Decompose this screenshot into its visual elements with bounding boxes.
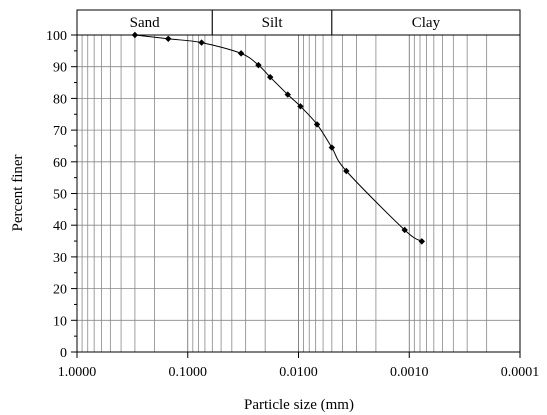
x-tick-label: 0.0010 <box>390 365 429 380</box>
y-tick-label: 30 <box>53 251 67 266</box>
x-tick-label: 1.0000 <box>58 365 97 380</box>
data-point <box>328 144 336 151</box>
axes-group: 0 10 20 30 40 50 60 70 80 90 100 1.0000 0.1000 0.0100… <box>46 29 539 380</box>
data-point <box>343 167 350 175</box>
data-point <box>401 226 408 234</box>
band-label: Silt <box>262 15 284 31</box>
y-tick-label: 70 <box>53 124 67 139</box>
band-box <box>211 9 333 36</box>
y-tick-label: 50 <box>53 188 67 203</box>
data-point <box>165 35 172 43</box>
band-label: Sand <box>130 15 161 31</box>
x-tick-label: 0.0100 <box>279 365 318 380</box>
data-point <box>418 238 426 245</box>
y-tick-label: 10 <box>53 314 67 329</box>
y-tick-label: 100 <box>46 29 67 44</box>
data-point <box>284 91 291 98</box>
data-point <box>255 61 262 69</box>
x-axis-title: Particle size (mm) <box>244 397 354 413</box>
y-tick-label: 90 <box>53 61 67 76</box>
data-point <box>237 50 245 57</box>
data-group <box>131 31 426 245</box>
y-axis-title: Percent finer <box>10 154 26 231</box>
y-tick-label: 80 <box>53 92 67 107</box>
x-tick-label: 0.1000 <box>169 365 208 380</box>
y-tick-label: 20 <box>53 283 67 298</box>
y-tick-label: 40 <box>53 219 67 234</box>
data-point <box>297 103 304 110</box>
data-point <box>131 31 139 39</box>
grid-group <box>77 34 521 353</box>
data-point <box>198 39 205 46</box>
y-tick-label: 60 <box>53 156 67 171</box>
data-point <box>313 121 321 128</box>
band-header: Sand Silt Clay <box>76 9 521 36</box>
y-tick-label: 0 <box>60 346 67 361</box>
data-point <box>267 73 274 81</box>
band-label: Clay <box>412 15 441 31</box>
series-line <box>134 34 423 242</box>
x-tick-label: 0.0001 <box>501 365 540 380</box>
